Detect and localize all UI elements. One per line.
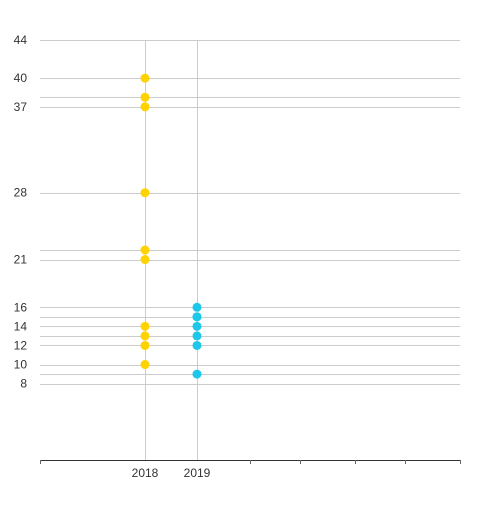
x-tick-label: 2018: [132, 466, 159, 480]
y-axis-ticks: 44 40 37 28 21 16 14 12 10 8: [14, 33, 28, 391]
data-point-2019: [192, 312, 202, 322]
data-points: [140, 73, 202, 379]
y-tick-label: 8: [20, 377, 27, 391]
data-point-2018: [140, 360, 150, 370]
data-point-2018: [140, 92, 150, 102]
data-point-2018: [140, 331, 150, 341]
data-point-2018: [140, 245, 150, 255]
y-tick-label: 28: [14, 186, 28, 200]
data-point-2019: [192, 321, 202, 331]
data-point-2018: [140, 255, 150, 265]
y-tick-label: 16: [14, 300, 28, 314]
y-tick-label: 12: [14, 338, 28, 352]
y-tick-label: 10: [14, 358, 28, 372]
horizontal-grid: [40, 40, 460, 385]
data-point-2019: [192, 369, 202, 379]
data-point-2018: [140, 102, 150, 112]
data-point-2018: [140, 321, 150, 331]
x-tick-label: 2019: [184, 466, 211, 480]
data-point-2018: [140, 340, 150, 350]
data-point-2019: [192, 302, 202, 312]
data-point-2019: [192, 331, 202, 341]
x-axis: [40, 460, 461, 464]
x-axis-ticks: 2018 2019: [132, 466, 211, 480]
data-point-2018: [140, 188, 150, 198]
y-tick-label: 21: [14, 253, 28, 267]
data-point-2018: [140, 73, 150, 83]
data-point-2019: [192, 340, 202, 350]
y-tick-label: 40: [14, 71, 28, 85]
y-tick-label: 37: [14, 100, 28, 114]
y-tick-label: 14: [14, 319, 28, 333]
y-tick-label: 44: [14, 33, 28, 47]
